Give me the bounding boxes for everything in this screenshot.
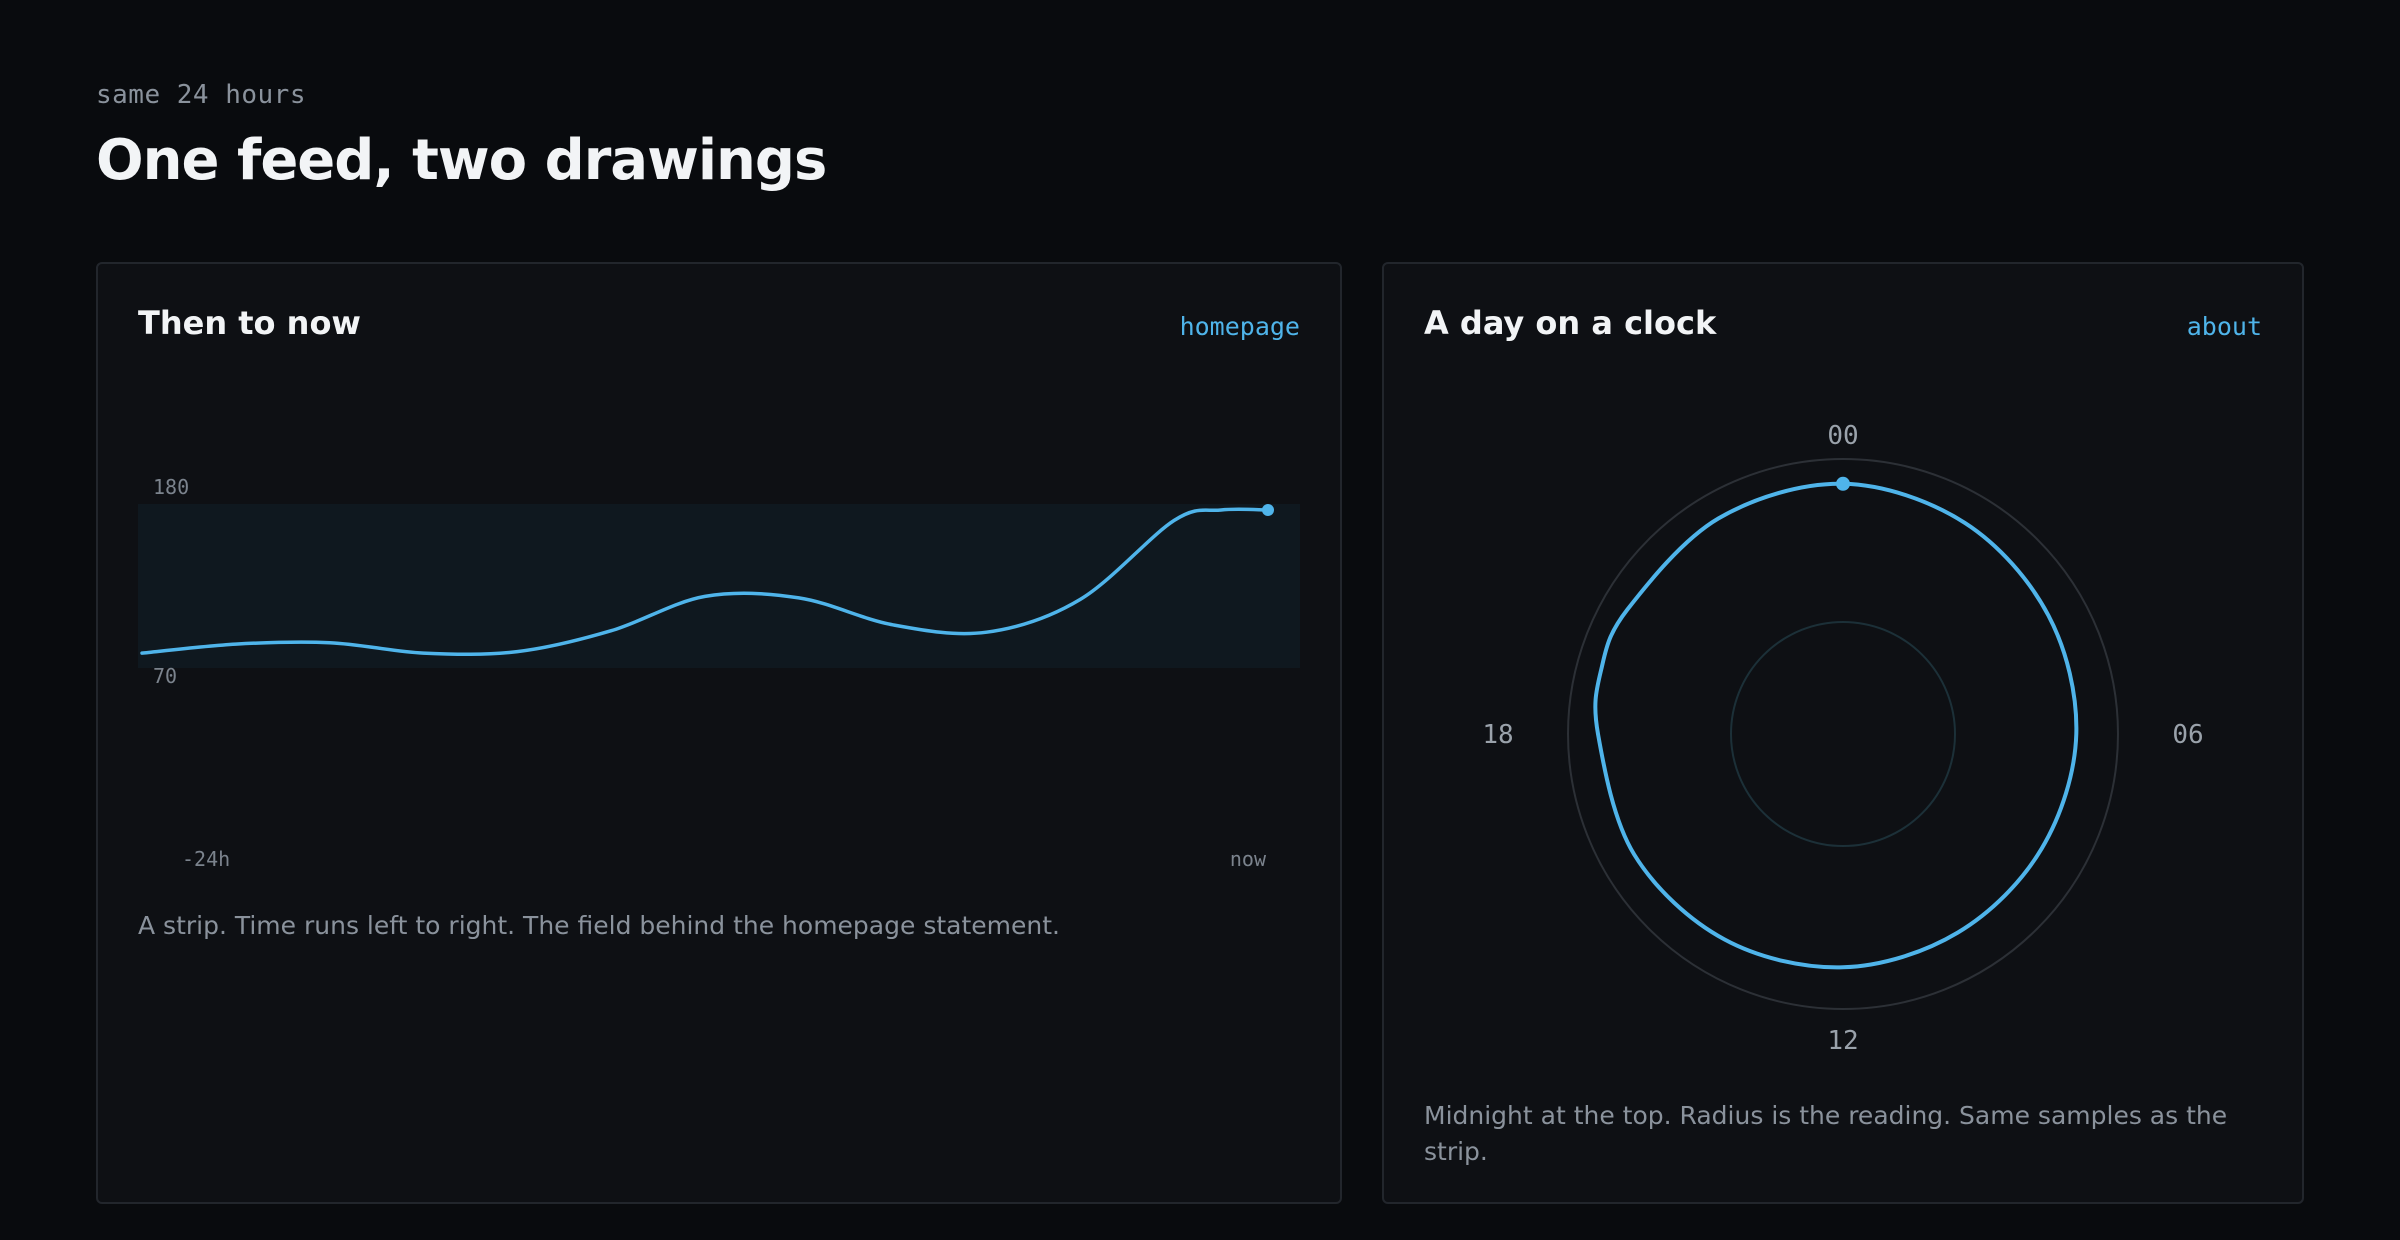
clock-label-06: 06: [2172, 720, 2203, 750]
clock-outer-ring: [1567, 458, 2119, 1010]
homepage-link[interactable]: homepage: [1179, 312, 1300, 341]
about-link[interactable]: about: [2186, 312, 2262, 341]
clock-caption: Midnight at the top. Radius is the readi…: [1424, 1101, 2228, 1166]
clock-chart: 00 06 12 18: [1482, 421, 2203, 1056]
strip-range-band: [138, 504, 1300, 668]
clock-panel-title: A day on a clock: [1424, 304, 1717, 342]
strip-x-axis: -24h now: [182, 847, 1267, 871]
x-axis-label-start: -24h: [182, 847, 230, 871]
clock-panel: A day on a clock about 00 06 12 18 Midni…: [1382, 262, 2304, 1204]
clock-label-18: 18: [1482, 720, 1513, 750]
clock-series-line: [1593, 481, 2079, 970]
clock-inner-ring: [1730, 621, 1956, 847]
x-axis-label-end: now: [1230, 847, 1267, 871]
clock-label-12: 12: [1827, 1026, 1858, 1056]
strip-current-point: [1262, 503, 1274, 516]
clock-midnight-point: [1836, 476, 1850, 491]
strip-chart: 180 70: [138, 475, 1300, 688]
page-title: One feed, two drawings: [96, 128, 827, 193]
y-axis-label-180: 180: [153, 475, 189, 499]
clock-label-00: 00: [1827, 421, 1858, 451]
strip-series-line: [140, 507, 1270, 657]
strip-panel-title: Then to now: [138, 304, 361, 342]
strip-panel: Then to now homepage 180 70 -24h now A s…: [96, 262, 1342, 1204]
page-eyebrow: same 24 hours: [96, 80, 306, 110]
y-axis-label-70: 70: [153, 664, 177, 688]
strip-caption: A strip. Time runs left to right. The fi…: [138, 911, 1060, 940]
